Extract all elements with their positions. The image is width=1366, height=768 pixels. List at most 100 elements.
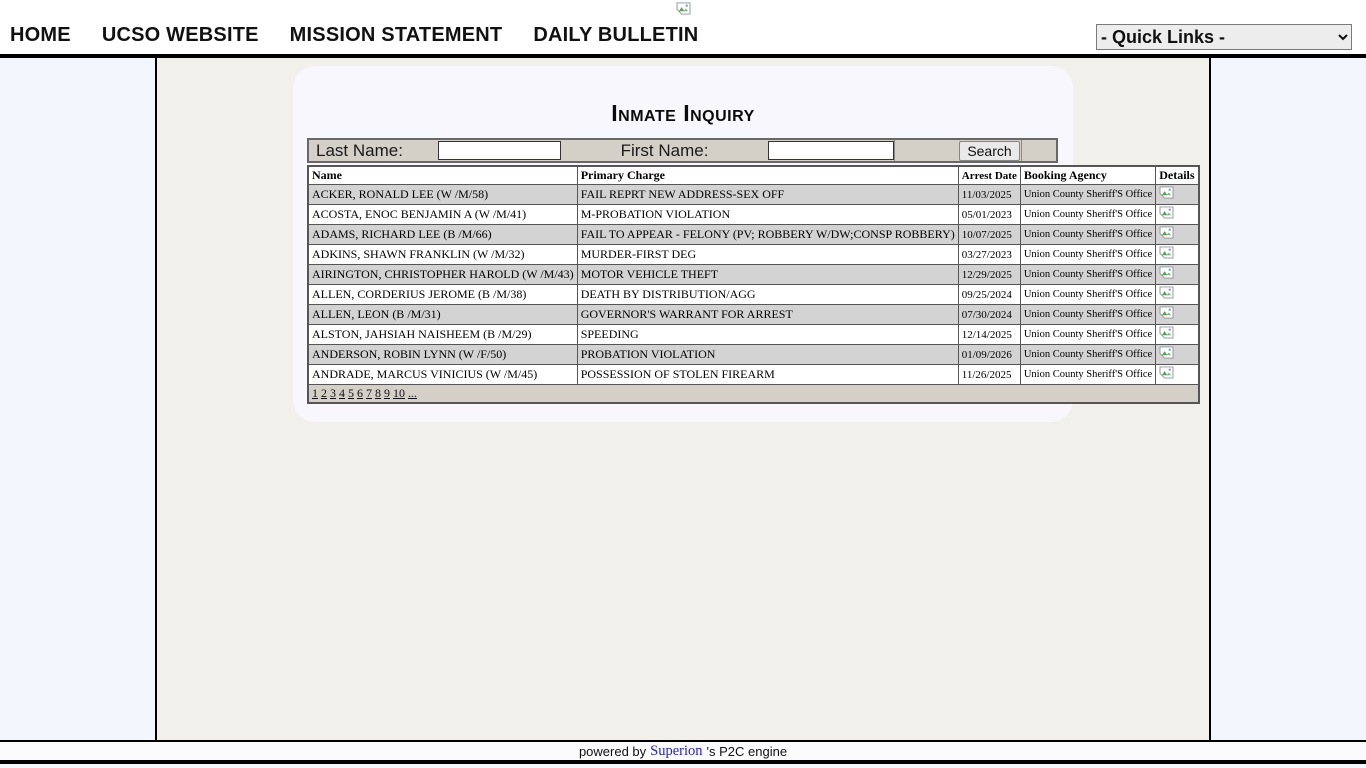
details-broken-image-icon [1159,326,1174,342]
details-broken-image-icon [1159,266,1174,282]
inmate-table-body: ACKER, RONALD LEE (W /M/58) FAIL REPRT N… [307,184,1200,385]
primary-charge-cell: MOTOR VEHICLE THEFT [576,264,959,285]
page-link-7[interactable]: 7 [366,386,372,400]
details-link[interactable] [1155,244,1200,265]
primary-charge-cell: DEATH BY DISTRIBUTION/AGG [576,284,959,305]
page-title: Inmate Inquiry [611,100,755,126]
column-header-name: Name [307,165,578,185]
booking-agency-cell: Union County Sheriff'S Office [1019,264,1157,285]
main-area: Inmate Inquiry Last Name: First Name: Se… [0,58,1366,740]
details-broken-image-icon [1159,206,1174,222]
booking-agency-cell: Union County Sheriff'S Office [1019,344,1157,365]
primary-charge-cell: PROBATION VIOLATION [576,344,959,365]
details-link[interactable] [1155,304,1200,325]
arrest-date-cell: 03/27/2023 [957,244,1021,265]
inmate-name-cell: ANDERSON, ROBIN LYNN (W /F/50) [307,344,578,365]
last-name-input[interactable] [438,141,561,160]
details-broken-image-icon [1159,226,1174,242]
arrest-date-cell: 07/30/2024 [957,304,1021,325]
details-link[interactable] [1155,224,1200,245]
booking-agency-cell: Union County Sheriff'S Office [1019,184,1157,205]
first-name-label: First Name: [620,140,709,160]
nav-daily-bulletin[interactable]: DAILY BULLETIN [533,24,699,46]
primary-charge-cell: SPEEDING [576,324,959,345]
nav-home[interactable]: HOME [10,24,71,46]
inmate-name-cell: ALSTON, JAHSIAH NAISHEEM (B /M/29) [307,324,578,345]
inmate-results-table: Name Primary Charge Arrest Date Booking … [307,165,1200,404]
details-link[interactable] [1155,264,1200,285]
details-link[interactable] [1155,204,1200,225]
primary-charge-cell: POSSESSION OF STOLEN FIREARM [576,364,959,385]
arrest-date-cell: 01/09/2026 [957,344,1021,365]
inmate-name-cell: ADKINS, SHAWN FRANKLIN (W /M/32) [307,244,578,265]
inmate-name-cell: AIRINGTON, CHRISTOPHER HAROLD (W /M/43) [307,264,578,285]
right-margin-column [1211,58,1366,740]
arrest-date-cell: 10/07/2025 [957,224,1021,245]
search-button[interactable]: Search [959,140,1020,161]
footer-powered-by-text: powered by [578,743,647,759]
details-link[interactable] [1155,324,1200,345]
table-row: ACOSTA, ENOC BENJAMIN A (W /M/41) M-PROB… [307,204,1200,225]
inmate-name-cell: ALLEN, LEON (B /M/31) [307,304,578,325]
column-header-arrest-date: Arrest Date [957,165,1021,185]
inmate-name-cell: ALLEN, CORDERIUS JEROME (B /M/38) [307,284,578,305]
arrest-date-cell: 12/14/2025 [957,324,1021,345]
arrest-date-cell: 05/01/2023 [957,204,1021,225]
arrest-date-cell: 12/29/2025 [957,264,1021,285]
details-link[interactable] [1155,344,1200,365]
arrest-date-cell: 11/03/2025 [957,184,1021,205]
footer: powered by Superion 's P2C engine [0,740,1366,760]
booking-agency-cell: Union County Sheriff'S Office [1019,324,1157,345]
pagination: 1 2 3 4 5 6 7 8 9 10... [312,386,420,400]
top-header: HOME UCSO WEBSITE MISSION STATEMENT DAIL… [0,0,1366,58]
page-link-10[interactable]: 10 [393,386,405,400]
details-broken-image-icon [1159,186,1174,202]
arrest-date-cell: 11/26/2025 [957,364,1021,385]
primary-charge-cell: FAIL TO APPEAR - FELONY (PV; ROBBERY W/D… [576,224,959,245]
details-broken-image-icon [1159,366,1174,382]
bottom-black-bar [0,760,1366,764]
page-link-5[interactable]: 5 [348,386,354,400]
table-row: ADKINS, SHAWN FRANKLIN (W /M/32) MURDER-… [307,244,1200,265]
inmate-name-cell: ANDRADE, MARCUS VINICIUS (W /M/45) [307,364,578,385]
search-button-cell: Search [894,140,1021,161]
inmate-name-cell: ACOSTA, ENOC BENJAMIN A (W /M/41) [307,204,578,225]
page-link-6[interactable]: 6 [357,386,363,400]
footer-suffix-text: 's P2C engine [706,743,788,759]
primary-charge-cell: MURDER-FIRST DEG [576,244,959,265]
details-broken-image-icon [1159,346,1174,362]
primary-charge-cell: GOVERNOR'S WARRANT FOR ARREST [576,304,959,325]
details-link[interactable] [1155,184,1200,205]
search-bar-spacer [1021,140,1056,161]
page-link-8[interactable]: 8 [375,386,381,400]
details-broken-image-icon [1159,286,1174,302]
primary-charge-cell: FAIL REPRT NEW ADDRESS-SEX OFF [576,184,959,205]
table-row: ALSTON, JAHSIAH NAISHEEM (B /M/29) SPEED… [307,324,1200,345]
page-link-2[interactable]: 2 [321,386,327,400]
quick-links-select[interactable]: - Quick Links - [1096,24,1352,50]
table-header-row: Name Primary Charge Arrest Date Booking … [307,165,1200,185]
details-link[interactable] [1155,284,1200,305]
column-header-primary-charge: Primary Charge [576,165,959,185]
primary-charge-cell: M-PROBATION VIOLATION [576,204,959,225]
table-row: AIRINGTON, CHRISTOPHER HAROLD (W /M/43) … [307,264,1200,285]
booking-agency-cell: Union County Sheriff'S Office [1019,244,1157,265]
nav-ucso-website[interactable]: UCSO WEBSITE [101,24,259,46]
page-link-...[interactable]: ... [408,386,417,400]
booking-agency-cell: Union County Sheriff'S Office [1019,284,1157,305]
inmate-name-cell: ADAMS, RICHARD LEE (B /M/66) [307,224,578,245]
table-row: ALLEN, LEON (B /M/31) GOVERNOR'S WARRANT… [307,304,1200,325]
column-header-details: Details [1155,165,1200,185]
first-name-input[interactable] [768,141,894,160]
page-link-1[interactable]: 1 [312,386,318,400]
page-link-3[interactable]: 3 [330,386,336,400]
table-row: ANDERSON, ROBIN LYNN (W /F/50) PROBATION… [307,344,1200,365]
booking-agency-cell: Union County Sheriff'S Office [1019,224,1157,245]
superion-link[interactable]: Superion [650,742,703,759]
nav-mission-statement[interactable]: MISSION STATEMENT [289,24,503,46]
page-link-9[interactable]: 9 [384,386,390,400]
center-column: Inmate Inquiry Last Name: First Name: Se… [155,58,1211,740]
details-link[interactable] [1155,364,1200,385]
last-name-label: Last Name: [316,140,403,160]
page-link-4[interactable]: 4 [339,386,345,400]
